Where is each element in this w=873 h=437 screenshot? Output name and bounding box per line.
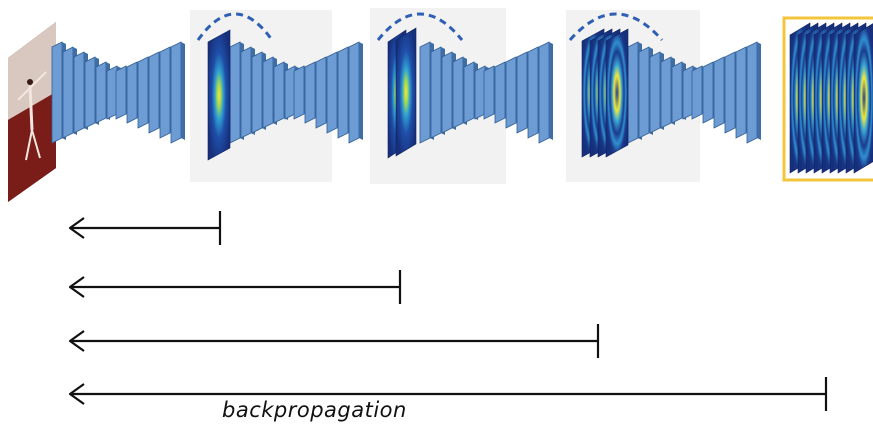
- input-photo-icon: [8, 22, 56, 202]
- heatmap-outputs: [207, 22, 873, 174]
- skip-connection-icon: [376, 12, 464, 41]
- backprop-arrows: [68, 211, 828, 411]
- skip-connection-icon: [568, 12, 664, 41]
- heatmap-icon: [207, 29, 231, 161]
- skip-connections: [196, 12, 664, 41]
- backprop-arrow-icon: [68, 270, 402, 304]
- backpropagation-label: backpropagation: [222, 398, 407, 422]
- final-output-highlight-box: [782, 16, 873, 182]
- skip-connection-icon: [196, 12, 274, 41]
- heatmap-icon: [395, 27, 417, 157]
- heatmap-icon: [605, 28, 629, 158]
- conv-layer: [348, 41, 363, 144]
- backprop-arrow-icon: [68, 324, 600, 358]
- backprop-arrow-icon: [68, 211, 222, 245]
- backprop-arrow-icon: [68, 377, 828, 411]
- conv-layer: [170, 41, 185, 144]
- heatmap-icon: [853, 23, 873, 174]
- network-layers: [51, 41, 761, 144]
- conv-layer: [746, 41, 761, 144]
- conv-layer: [538, 41, 553, 144]
